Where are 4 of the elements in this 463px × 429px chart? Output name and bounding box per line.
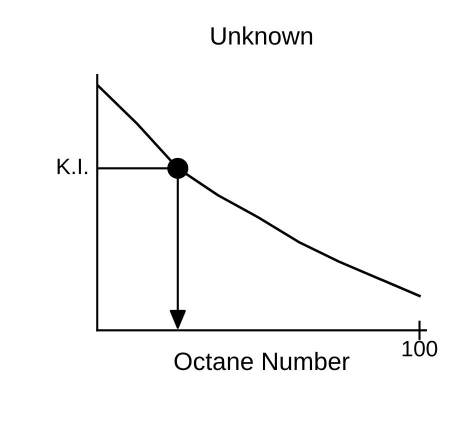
x-axis-title: Octane Number bbox=[174, 352, 350, 370]
ref-line-label: K.I. bbox=[58, 158, 88, 174]
chart-title: Unknown bbox=[211, 26, 312, 45]
text: 100 bbox=[402, 340, 438, 356]
